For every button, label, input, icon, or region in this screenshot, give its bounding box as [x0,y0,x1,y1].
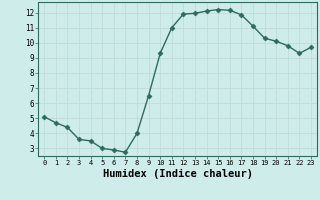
X-axis label: Humidex (Indice chaleur): Humidex (Indice chaleur) [103,169,252,179]
